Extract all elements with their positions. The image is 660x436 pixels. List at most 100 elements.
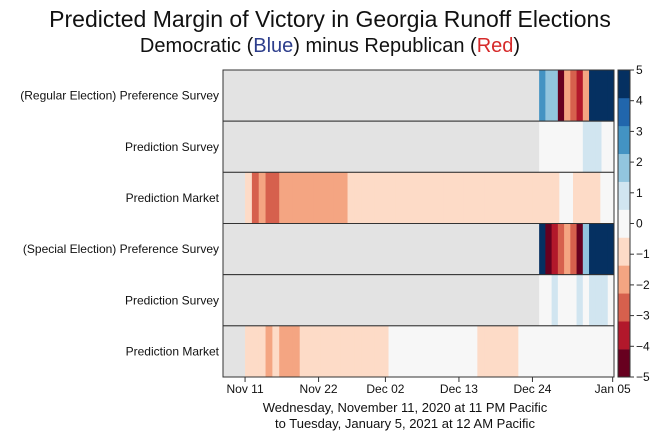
colorbar-segment bbox=[618, 265, 630, 294]
heatmap-cell bbox=[582, 223, 590, 275]
row-frame bbox=[222, 325, 615, 378]
heatmap-cell bbox=[525, 172, 533, 224]
heatmap-cell bbox=[564, 121, 571, 173]
heatmap-cell bbox=[497, 172, 506, 224]
heatmap-cell bbox=[564, 70, 571, 122]
heatmap-cell bbox=[299, 325, 307, 377]
heatmap-cell bbox=[443, 172, 451, 224]
heatmap-cell bbox=[292, 325, 301, 377]
heatmap-cell bbox=[607, 223, 615, 275]
heatmap-cell bbox=[570, 223, 577, 275]
heatmap-cell bbox=[586, 172, 594, 224]
heatmap-cell bbox=[327, 325, 335, 377]
heatmap-cell bbox=[601, 70, 609, 122]
heatmap-cell bbox=[429, 172, 437, 224]
heatmap-cell bbox=[545, 121, 553, 173]
heatmap-cell bbox=[409, 172, 417, 224]
heatmap-cell bbox=[570, 274, 577, 326]
x-tick-label: Nov 22 bbox=[300, 382, 338, 396]
heatmap-cell bbox=[333, 325, 342, 377]
heatmap-cell bbox=[559, 325, 567, 377]
heatmap-cell bbox=[415, 325, 424, 377]
heatmap-cell bbox=[381, 172, 389, 224]
colorbar-tick-label: 4 bbox=[636, 94, 643, 108]
heatmap-cell bbox=[538, 325, 547, 377]
heatmap-cell bbox=[518, 172, 526, 224]
colorbar-tick-label: 3 bbox=[636, 124, 643, 138]
heatmap-cell bbox=[450, 325, 458, 377]
heatmap-cell bbox=[557, 274, 565, 326]
heatmap-cell bbox=[539, 121, 546, 173]
heatmap-cell bbox=[539, 274, 546, 326]
heatmap-cell bbox=[477, 325, 485, 377]
heatmap-cell bbox=[504, 325, 512, 377]
heatmap-cell bbox=[595, 121, 602, 173]
colorbar-segment bbox=[618, 321, 630, 350]
heatmap-cell bbox=[601, 274, 609, 326]
heatmap-cell bbox=[340, 325, 348, 377]
heatmap-cell bbox=[551, 70, 559, 122]
x-axis-caption-line-2: to Tuesday, January 5, 2021 at 12 AM Pac… bbox=[275, 416, 535, 431]
heatmap-cell bbox=[491, 325, 499, 377]
heatmap-cell bbox=[607, 172, 615, 224]
heatmap-cell bbox=[368, 325, 376, 377]
heatmap-cell bbox=[443, 325, 451, 377]
heatmap-cell bbox=[286, 172, 294, 224]
colorbar-tick-label: 0 bbox=[636, 217, 643, 231]
heatmap-cell bbox=[538, 172, 547, 224]
heatmap-cell bbox=[573, 172, 581, 224]
subtitle-red-word: Red bbox=[476, 35, 514, 57]
heatmap-cell bbox=[504, 172, 512, 224]
heatmap-cell bbox=[566, 325, 574, 377]
colorbar-segment bbox=[618, 181, 630, 210]
colorbar-segment bbox=[618, 293, 630, 322]
x-axis-caption-line-1: Wednesday, November 11, 2020 at 11 PM Pa… bbox=[262, 400, 548, 415]
colorbar-tick-label: −2 bbox=[636, 278, 650, 292]
heatmap-cell bbox=[292, 172, 301, 224]
heatmap-cell bbox=[251, 325, 260, 377]
heatmap-cell bbox=[251, 172, 260, 224]
heatmap-cell bbox=[258, 172, 266, 224]
heatmap-cell bbox=[539, 223, 546, 275]
heatmap-cell bbox=[436, 172, 444, 224]
x-tick-label: Dec 13 bbox=[440, 382, 478, 396]
heatmap-cell bbox=[415, 172, 424, 224]
heatmap-cell bbox=[589, 223, 596, 275]
heatmap-cell bbox=[313, 325, 321, 377]
heatmap-cell bbox=[551, 223, 559, 275]
heatmap-cell bbox=[589, 274, 596, 326]
heatmap-cell bbox=[532, 172, 540, 224]
heatmap-cell bbox=[429, 325, 437, 377]
heatmap-cell bbox=[511, 325, 519, 377]
heatmap-cell bbox=[497, 325, 506, 377]
heatmap-cell bbox=[511, 172, 519, 224]
heatmap-cell bbox=[265, 325, 273, 377]
heatmap-cell bbox=[491, 172, 499, 224]
x-tick-label: Nov 11 bbox=[226, 382, 263, 396]
colorbar-tick-label: −1 bbox=[636, 247, 650, 261]
heatmap-cell bbox=[361, 172, 369, 224]
subtitle-prefix: Democratic ( bbox=[139, 35, 254, 57]
heatmap-cell bbox=[409, 325, 417, 377]
heatmap-cell bbox=[456, 172, 465, 224]
heatmap-cell bbox=[557, 70, 565, 122]
row-label: Prediction Market bbox=[126, 191, 220, 205]
x-tick-label: Jan 05 bbox=[595, 382, 631, 396]
x-axis-caption: Wednesday, November 11, 2020 at 11 PM Pa… bbox=[220, 400, 590, 432]
row-label: Prediction Survey bbox=[125, 140, 219, 154]
colorbar-segment bbox=[618, 70, 630, 99]
heatmap-cell bbox=[286, 325, 294, 377]
heatmap-cell bbox=[545, 223, 553, 275]
heatmap-cell bbox=[361, 325, 369, 377]
heatmap-cell bbox=[374, 172, 383, 224]
heatmap-cell bbox=[601, 121, 609, 173]
colorbar-tick-label: 1 bbox=[636, 186, 643, 200]
heatmap-cell bbox=[600, 325, 608, 377]
colorbar-tick-label: −3 bbox=[636, 309, 650, 323]
heatmap-cell bbox=[463, 172, 471, 224]
heatmap-cell bbox=[402, 172, 410, 224]
colorbar-tick-label: 2 bbox=[636, 155, 643, 169]
row-label: Prediction Survey bbox=[125, 293, 219, 307]
colorbar-tick-label: −4 bbox=[636, 339, 650, 353]
colorbar-segment bbox=[618, 153, 630, 182]
